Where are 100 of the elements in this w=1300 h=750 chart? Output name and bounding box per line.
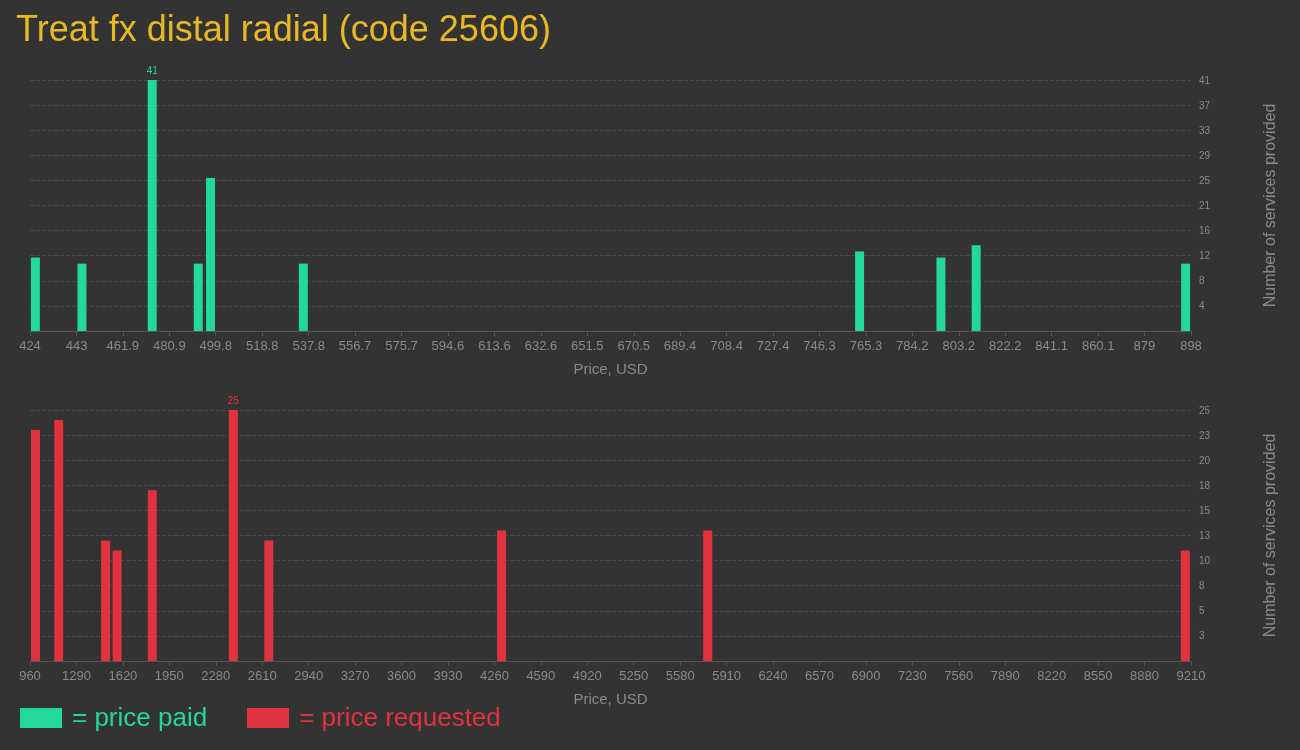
bar bbox=[298, 263, 308, 331]
x-tick-label: 727.4 bbox=[756, 338, 790, 353]
y-axis-title: Number of services provided bbox=[1260, 433, 1278, 638]
y-tick-label: 25 bbox=[1199, 404, 1211, 416]
x-tick-label: 632.6 bbox=[524, 338, 558, 353]
y-tick-label: 23 bbox=[1199, 429, 1211, 441]
x-tick-label: 1950 bbox=[154, 668, 184, 683]
x-tick-label: 8550 bbox=[1083, 668, 1113, 683]
y-tick-label: 8 bbox=[1199, 275, 1205, 287]
bar bbox=[112, 550, 122, 661]
x-tick-label: 3600 bbox=[387, 668, 416, 683]
x-tick-label: 9210 bbox=[1176, 668, 1206, 683]
x-tick-label: 841.1 bbox=[1035, 338, 1068, 353]
y-tick-label: 20 bbox=[1199, 454, 1211, 466]
bar bbox=[77, 263, 87, 331]
x-tick-label: 443 bbox=[65, 338, 88, 353]
x-tick-label: 689.4 bbox=[663, 338, 697, 353]
x-tick-label: 556.7 bbox=[338, 338, 372, 353]
bar bbox=[1180, 550, 1190, 661]
bar bbox=[497, 530, 507, 661]
x-tick-label: 6570 bbox=[805, 668, 834, 683]
x-tick-label: 879 bbox=[1133, 338, 1156, 353]
x-tick-label: 2280 bbox=[201, 668, 231, 683]
x-tick-label: 7560 bbox=[944, 668, 974, 683]
bar bbox=[228, 410, 238, 661]
bar bbox=[264, 540, 274, 661]
x-tick-label: 860.1 bbox=[1081, 338, 1115, 353]
x-tick-label: 708.4 bbox=[710, 338, 743, 353]
bar bbox=[703, 530, 713, 661]
y-tick-label: 25 bbox=[1199, 174, 1211, 186]
x-tick-label: 8880 bbox=[1130, 668, 1160, 683]
x-tick-label: 898 bbox=[1180, 338, 1202, 353]
x-tick-label: 1290 bbox=[61, 668, 91, 683]
x-tick-label: 461.9 bbox=[106, 338, 140, 353]
y-tick-label: 15 bbox=[1199, 504, 1211, 516]
x-tick-label: 5250 bbox=[619, 668, 649, 683]
x-tick-label: 4920 bbox=[572, 668, 602, 683]
bar bbox=[1181, 263, 1191, 331]
x-tick-label: 7230 bbox=[897, 668, 927, 683]
bar bbox=[936, 257, 946, 331]
x-tick-label: 6240 bbox=[758, 668, 788, 683]
x-tick-label: 765.3 bbox=[849, 338, 883, 353]
x-tick-label: 6900 bbox=[851, 668, 881, 683]
bar bbox=[54, 420, 64, 661]
y-tick-label: 10 bbox=[1199, 555, 1211, 567]
x-tick-label: 8220 bbox=[1037, 668, 1067, 683]
bar bbox=[971, 245, 981, 331]
bar bbox=[147, 490, 157, 661]
x-tick-label: 575.7 bbox=[385, 338, 418, 353]
x-tick-label: 3270 bbox=[340, 668, 370, 683]
x-tick-label: 5910 bbox=[712, 668, 742, 683]
y-tick-label: 29 bbox=[1199, 149, 1211, 161]
bar bbox=[101, 540, 111, 661]
data-label: 25 bbox=[227, 394, 240, 406]
x-tick-label: 822.2 bbox=[989, 338, 1022, 353]
y-tick-label: 37 bbox=[1199, 99, 1211, 111]
bar bbox=[30, 257, 40, 331]
x-tick-label: 7890 bbox=[990, 668, 1020, 683]
x-tick-label: 803.2 bbox=[942, 338, 976, 353]
y-tick-label: 5 bbox=[1199, 605, 1205, 617]
y-axis-title: Number of services provided bbox=[1260, 103, 1278, 308]
y-tick-label: 8 bbox=[1199, 580, 1205, 592]
bar bbox=[147, 80, 157, 331]
y-tick-label: 18 bbox=[1199, 479, 1211, 491]
y-tick-label: 16 bbox=[1199, 225, 1211, 237]
x-tick-label: 651.5 bbox=[570, 338, 604, 353]
legend-label: = price paid bbox=[72, 702, 208, 733]
bar bbox=[193, 263, 203, 331]
x-tick-label: 2940 bbox=[294, 668, 324, 683]
x-tick-label: 480.9 bbox=[153, 338, 186, 353]
data-label: 41 bbox=[146, 64, 159, 76]
y-tick-label: 4 bbox=[1199, 300, 1205, 312]
y-tick-label: 41 bbox=[1199, 74, 1211, 86]
x-tick-label: 499.8 bbox=[199, 338, 232, 353]
x-tick-label: 537.8 bbox=[292, 338, 326, 353]
x-tick-label: 4590 bbox=[526, 668, 556, 683]
x-axis-title: Price, USD bbox=[573, 690, 648, 707]
x-tick-label: 3930 bbox=[433, 668, 463, 683]
bar bbox=[855, 251, 865, 331]
x-tick-label: 1620 bbox=[108, 668, 138, 683]
x-tick-label: 2610 bbox=[247, 668, 277, 683]
x-tick-label: 4260 bbox=[479, 668, 509, 683]
chart-title: Treat fx distal radial (code 25606) bbox=[16, 8, 551, 50]
x-tick-label: 424 bbox=[19, 338, 41, 353]
x-tick-label: 784.2 bbox=[895, 338, 929, 353]
x-tick-label: 746.3 bbox=[803, 338, 836, 353]
x-tick-label: 518.8 bbox=[245, 338, 279, 353]
y-tick-label: 13 bbox=[1199, 530, 1211, 541]
y-tick-label: 33 bbox=[1199, 124, 1211, 136]
y-tick-label: 12 bbox=[1199, 250, 1211, 262]
x-tick-label: 594.6 bbox=[431, 338, 465, 353]
x-axis-title: Price, USD bbox=[573, 360, 648, 377]
x-tick-label: 960 bbox=[19, 668, 41, 683]
x-tick-label: 613.6 bbox=[478, 338, 511, 353]
y-tick-label: 21 bbox=[1199, 200, 1211, 211]
legend-label: = price requested bbox=[299, 702, 501, 733]
y-tick-label: 3 bbox=[1199, 630, 1205, 642]
x-tick-label: 5580 bbox=[665, 668, 695, 683]
x-tick-label: 670.5 bbox=[617, 338, 651, 353]
bar bbox=[30, 430, 40, 661]
